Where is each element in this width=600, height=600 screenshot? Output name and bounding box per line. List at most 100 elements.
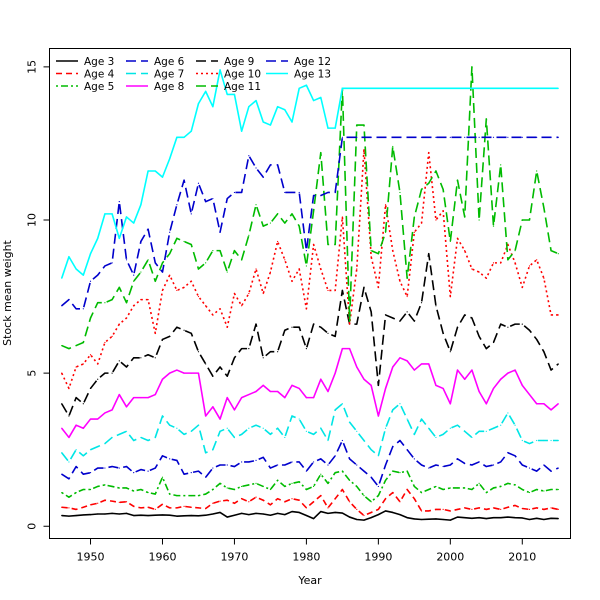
data-point: [420, 518, 423, 521]
data-point: [104, 372, 106, 374]
data-point: [219, 511, 221, 514]
data-point: [442, 508, 444, 511]
x-tick-label: 1970: [220, 551, 248, 564]
data-point: [492, 464, 495, 466]
data-point: [305, 430, 307, 432]
data-point: [147, 299, 149, 301]
series-line: [61, 347, 559, 439]
data-point: [500, 136, 502, 138]
series-age-7: [61, 402, 559, 463]
data-point: [536, 507, 538, 509]
data-point: [420, 87, 423, 89]
data-point: [341, 439, 343, 442]
data-point: [536, 470, 538, 472]
data-point: [356, 268, 358, 270]
data-point: [356, 518, 358, 521]
data-point: [313, 323, 315, 325]
data-point: [298, 387, 300, 390]
data-point: [212, 513, 214, 515]
data-point: [190, 280, 192, 282]
legend-item: Age 6: [126, 56, 185, 68]
data-point: [428, 182, 430, 184]
data-point: [226, 271, 228, 273]
data-point: [68, 299, 70, 301]
data-point: [557, 517, 559, 520]
data-point: [140, 204, 142, 206]
data-point: [356, 323, 358, 325]
data-point: [125, 512, 128, 514]
data-point: [557, 439, 559, 442]
data-point: [313, 210, 315, 212]
data-point: [492, 487, 495, 489]
data-point: [471, 508, 473, 511]
data-point: [370, 136, 372, 138]
data-point: [197, 495, 200, 497]
data-point: [190, 495, 192, 497]
data-point: [521, 87, 523, 89]
data-point: [492, 387, 495, 390]
data-point: [89, 387, 92, 390]
data-point: [464, 378, 466, 380]
data-point: [341, 488, 343, 491]
data-point: [507, 452, 509, 454]
data-point: [536, 259, 538, 261]
data-point: [205, 415, 207, 417]
data-point: [334, 472, 336, 474]
data-point: [169, 231, 171, 233]
data-point: [161, 455, 164, 457]
data-point: [384, 498, 387, 500]
data-point: [183, 505, 185, 507]
data-point: [111, 335, 113, 337]
data-point: [75, 449, 77, 451]
data-point: [190, 243, 192, 246]
data-point: [82, 473, 84, 475]
data-point: [334, 511, 336, 514]
data-point: [75, 366, 77, 368]
data-point: [485, 87, 487, 89]
data-point: [161, 289, 164, 292]
data-point: [413, 369, 415, 371]
data-point: [61, 452, 63, 454]
data-point: [521, 136, 523, 138]
data-point: [449, 464, 451, 466]
data-point: [420, 302, 423, 304]
data-point: [492, 427, 495, 429]
data-point: [269, 271, 272, 273]
data-point: [111, 372, 113, 374]
data-point: [176, 369, 178, 371]
data-point: [399, 357, 401, 359]
data-point: [61, 491, 63, 494]
data-point: [334, 127, 336, 129]
data-point: [341, 289, 343, 292]
data-point: [133, 472, 135, 474]
data-point: [478, 271, 480, 273]
data-point: [68, 507, 70, 509]
data-point: [183, 136, 185, 138]
data-point: [543, 87, 545, 89]
data-point: [492, 517, 495, 519]
data-point: [176, 495, 178, 497]
data-point: [269, 488, 272, 491]
data-point: [320, 495, 322, 497]
data-point: [183, 473, 185, 475]
data-point: [442, 465, 444, 468]
data-point: [521, 517, 523, 519]
data-point: [370, 256, 372, 258]
data-point: [428, 518, 430, 520]
data-point: [464, 430, 466, 432]
series-line: [61, 252, 559, 417]
data-point: [97, 302, 99, 304]
data-point: [536, 170, 538, 172]
data-point: [133, 274, 135, 276]
data-point: [507, 259, 509, 261]
data-point: [262, 513, 264, 515]
data-point: [284, 259, 286, 261]
data-point: [262, 357, 264, 359]
series-line: [61, 66, 559, 350]
x-tick-label: 2010: [508, 551, 536, 564]
legend-item: Age 12: [266, 56, 331, 68]
data-point: [133, 357, 135, 359]
data-point: [169, 372, 171, 374]
data-point: [233, 514, 236, 516]
x-tick-label: 1950: [77, 551, 105, 564]
